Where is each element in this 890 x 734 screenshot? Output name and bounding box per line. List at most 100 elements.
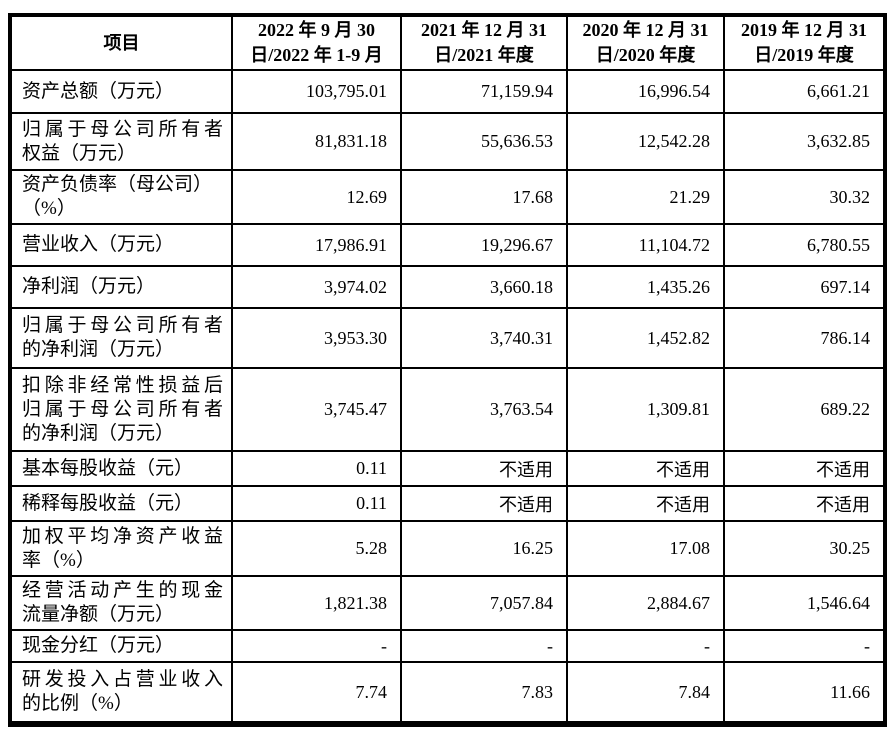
value-cell: 3,740.31 <box>400 307 568 369</box>
value-cell: 3,745.47 <box>231 367 402 452</box>
value-cell: 3,953.30 <box>231 307 402 369</box>
value-cell: 3,632.85 <box>723 112 886 171</box>
value-cell: 1,821.38 <box>231 575 402 631</box>
value-cell: 697.14 <box>723 265 886 309</box>
table-row-net-profit: 净利润（万元） 3,974.02 3,660.18 1,435.26 697.1… <box>9 265 886 309</box>
row-label-line: 权益（万元） <box>22 142 137 164</box>
value-cell: 12,542.28 <box>566 112 725 171</box>
row-label-cell: 研发投入占营业收入 的比例（%） <box>9 661 233 725</box>
value-cell: 19,296.67 <box>400 223 568 267</box>
table-row-operating-revenue: 营业收入（万元） 17,986.91 19,296.67 11,104.72 6… <box>9 223 886 267</box>
value-cell: 0.11 <box>231 450 402 487</box>
value-cell: 不适用 <box>400 450 568 487</box>
row-label-cell: 加权平均净资产收益 率（%） <box>9 520 233 577</box>
value-cell: 16.25 <box>400 520 568 577</box>
value-cell: 3,660.18 <box>400 265 568 309</box>
row-label-cell: 净利润（万元） <box>9 265 233 309</box>
row-label-line: 研发投入占营业收入 <box>22 669 223 690</box>
row-label-line: 营业收入（万元） <box>22 234 175 255</box>
value-cell: 0.11 <box>231 485 402 522</box>
value-cell: 103,795.01 <box>231 69 402 114</box>
header-period-line: 2021 年 12 月 31 <box>421 20 547 40</box>
value-cell: 7.74 <box>231 661 402 725</box>
value-cell: 21.29 <box>566 169 725 225</box>
value-cell: 7.83 <box>400 661 568 725</box>
table-row-cash-dividend: 现金分红（万元） - - - - <box>9 629 886 663</box>
value-cell: 17.08 <box>566 520 725 577</box>
row-label-line: 经营活动产生的现金 <box>22 580 223 601</box>
value-cell: 30.32 <box>723 169 886 225</box>
row-label-cell: 现金分红（万元） <box>9 629 233 663</box>
row-label-line: 净利润（万元） <box>22 276 156 297</box>
value-cell: 7.84 <box>566 661 725 725</box>
value-cell: 不适用 <box>723 450 886 487</box>
value-cell: 不适用 <box>723 485 886 522</box>
row-label-line: 稀释每股收益（元） <box>22 492 194 514</box>
value-cell: 不适用 <box>566 450 725 487</box>
value-cell: - <box>566 629 725 663</box>
value-cell: 11.66 <box>723 661 886 725</box>
value-cell: 1,452.82 <box>566 307 725 369</box>
row-label-line: 加权平均净资产收益 <box>22 525 223 547</box>
row-label-cell: 资产总额（万元） <box>9 69 233 114</box>
value-cell: 1,435.26 <box>566 265 725 309</box>
row-label-cell: 归属于母公司所有者 权益（万元） <box>9 112 233 171</box>
row-label-line: 归属于母公司所有者 <box>22 398 223 420</box>
header-period-line: 2019 年 12 月 31 <box>741 20 867 40</box>
value-cell: 6,661.21 <box>723 69 886 114</box>
table-row-basic-eps: 基本每股收益（元） 0.11 不适用 不适用 不适用 <box>9 450 886 487</box>
table-row-weighted-roe: 加权平均净资产收益 率（%） 5.28 16.25 17.08 30.25 <box>9 520 886 577</box>
table-row-parent-net-profit: 归属于母公司所有者 的净利润（万元） 3,953.30 3,740.31 1,4… <box>9 307 886 369</box>
row-label-line: 现金分红（万元） <box>22 635 175 656</box>
row-label-line: 基本每股收益（元） <box>22 457 194 479</box>
row-label-line: 率（%） <box>22 549 95 571</box>
value-cell: 5.28 <box>231 520 402 577</box>
value-cell: 6,780.55 <box>723 223 886 267</box>
row-label-cell: 营业收入（万元） <box>9 223 233 267</box>
header-row: 项目 2022 年 9 月 30 日/2022 年 1-9 月 2021 年 1… <box>9 14 886 71</box>
value-cell: 不适用 <box>566 485 725 522</box>
header-period-line: 日/2020 年度 <box>595 45 696 65</box>
value-cell: 55,636.53 <box>400 112 568 171</box>
value-cell: 3,763.54 <box>400 367 568 452</box>
header-period-line: 2022 年 9 月 30 <box>258 20 375 40</box>
row-label-line: 归属于母公司所有者 <box>22 118 223 140</box>
table-row-operating-cash-flow: 经营活动产生的现金 流量净额（万元） 1,821.38 7,057.84 2,8… <box>9 575 886 631</box>
header-period-line: 日/2019 年度 <box>754 45 854 65</box>
header-item-label: 项目 <box>103 32 140 53</box>
row-label-line: 扣除非经常性损益后 <box>22 374 223 396</box>
value-cell: 786.14 <box>723 307 886 369</box>
value-cell: 71,159.94 <box>400 69 568 114</box>
value-cell: 12.69 <box>231 169 402 225</box>
row-label-line: 的净利润（万元） <box>22 339 175 360</box>
table-row-parent-equity: 归属于母公司所有者 权益（万元） 81,831.18 55,636.53 12,… <box>9 112 886 171</box>
row-label-cell: 资产负债率（母公司） （%） <box>9 169 233 225</box>
header-period-line: 日/2021 年度 <box>434 45 534 65</box>
value-cell: 689.22 <box>723 367 886 452</box>
row-label-line: 资产负债率（母公司） <box>22 174 213 195</box>
header-cell-period-2021: 2021 年 12 月 31 日/2021 年度 <box>400 14 568 71</box>
row-label-cell: 扣除非经常性损益后 归属于母公司所有者 的净利润（万元） <box>9 367 233 452</box>
header-cell-period-2022: 2022 年 9 月 30 日/2022 年 1-9 月 <box>231 14 402 71</box>
financial-summary-table: 项目 2022 年 9 月 30 日/2022 年 1-9 月 2021 年 1… <box>8 13 887 727</box>
header-cell-item: 项目 <box>9 14 233 71</box>
row-label-line: 的净利润（万元） <box>22 422 175 444</box>
value-cell: 17.68 <box>400 169 568 225</box>
row-label-line: 资产总额（万元） <box>22 80 175 102</box>
value-cell: - <box>400 629 568 663</box>
header-period-line: 2020 年 12 月 31 <box>582 20 709 40</box>
value-cell: - <box>723 629 886 663</box>
row-label-line: 的比例（%） <box>22 693 133 714</box>
header-period-line: 日/2022 年 1-9 月 <box>250 45 383 65</box>
value-cell: - <box>231 629 402 663</box>
table-row-rd-ratio: 研发投入占营业收入 的比例（%） 7.74 7.83 7.84 11.66 <box>9 661 886 725</box>
table-row-debt-ratio: 资产负债率（母公司） （%） 12.69 17.68 21.29 30.32 <box>9 169 886 225</box>
value-cell: 1,309.81 <box>566 367 725 452</box>
value-cell: 17,986.91 <box>231 223 402 267</box>
row-label-cell: 稀释每股收益（元） <box>9 485 233 522</box>
value-cell: 2,884.67 <box>566 575 725 631</box>
header-cell-period-2019: 2019 年 12 月 31 日/2019 年度 <box>723 14 886 71</box>
value-cell: 81,831.18 <box>231 112 402 171</box>
table-row-total-assets: 资产总额（万元） 103,795.01 71,159.94 16,996.54 … <box>9 69 886 114</box>
